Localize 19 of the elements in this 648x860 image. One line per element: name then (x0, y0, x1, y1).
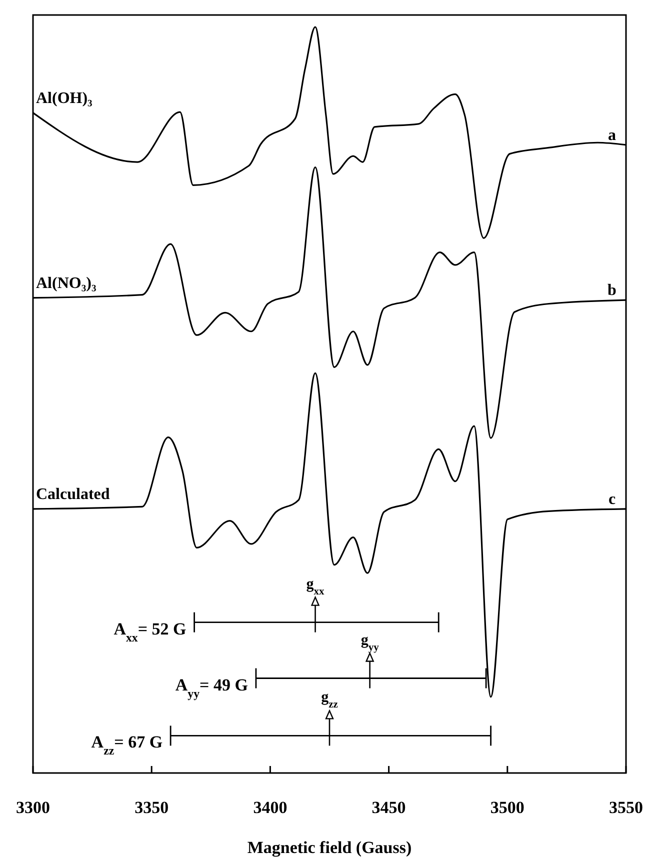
annotation: g$_{zz}$ (321, 690, 338, 710)
series-label: Al(NO₃)₃ (36, 274, 96, 292)
series-label: Al(OH)₃ (36, 90, 93, 107)
x-tick-label: 3550 (609, 798, 643, 817)
x-axis-title: Magnetic field (Gauss) (247, 838, 412, 857)
annotation: g$_{xx}$ (306, 576, 326, 597)
x-tick-label: 3300 (16, 798, 50, 817)
series-label: Calculated (36, 486, 110, 503)
annotation: A$_{xx}$= 52 G (114, 619, 186, 644)
annotation: b (608, 282, 617, 300)
x-tick-label: 3500 (490, 798, 524, 817)
x-tick-label: 3450 (372, 798, 406, 817)
x-tick-label: 3350 (134, 798, 169, 817)
annotation: c (608, 490, 616, 508)
annotation: A$_{yy}$= 49 G (175, 675, 248, 700)
x-tick-label: 3400 (253, 798, 288, 817)
annotation: g$_{yy}$ (360, 632, 380, 653)
annotation: A$_{zz}$= 67 G (91, 732, 163, 758)
annotation: a (608, 126, 616, 144)
